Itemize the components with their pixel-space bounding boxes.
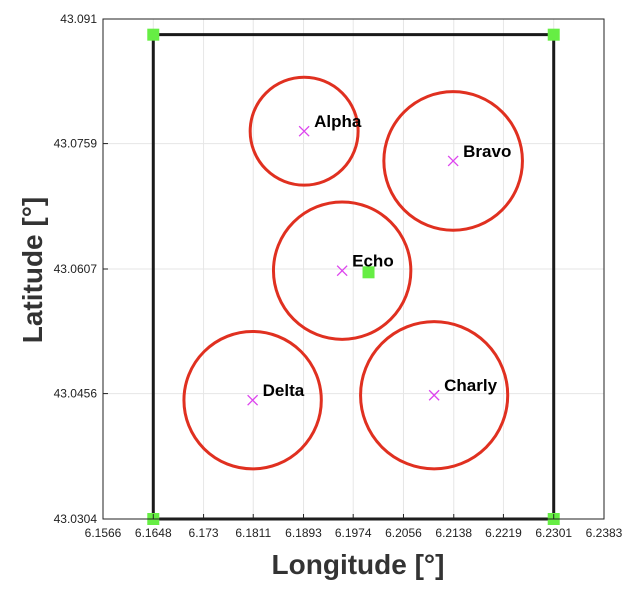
label-alpha: Alpha [314, 112, 362, 131]
green-square-marker [547, 28, 560, 41]
circle-echo [271, 200, 413, 341]
x-tick-label: 6.173 [189, 526, 219, 540]
x-tick-label: 6.2056 [385, 526, 422, 540]
x-tick-label: 6.2138 [435, 526, 472, 540]
point-markers [247, 125, 459, 406]
y-tick-label: 43.0456 [54, 387, 98, 401]
y-axis-title: Latitude [°] [17, 197, 48, 344]
circle-charly [359, 320, 510, 471]
marker-alpha [298, 125, 310, 137]
y-tick-label: 43.0759 [54, 137, 98, 151]
x-tick-label: 6.1811 [235, 526, 271, 540]
y-tick-label: 43.091 [60, 12, 97, 26]
marker-bravo [447, 155, 459, 167]
x-tick-label: 6.2301 [535, 526, 572, 540]
x-tick-label: 6.2383 [586, 526, 623, 540]
x-tick-label: 6.1974 [335, 526, 372, 540]
circle-bravo [382, 90, 524, 232]
y-tick-label: 43.0304 [54, 512, 98, 526]
label-delta: Delta [263, 381, 305, 400]
x-tick-label: 6.1648 [135, 526, 172, 540]
x-axis-title: Longitude [°] [272, 549, 445, 580]
x-tick-label: 6.1566 [85, 526, 122, 540]
green-square-marker [362, 266, 375, 279]
label-charly: Charly [444, 376, 497, 395]
axis-ticks: 6.1566 6.1648 6.173 6.1811 6.1893 6.1974 6.205… [54, 12, 623, 540]
green-square-marker [147, 28, 160, 41]
circle-delta [182, 330, 323, 471]
label-bravo: Bravo [463, 142, 511, 161]
marker-delta [247, 394, 259, 406]
x-tick-label: 6.2219 [485, 526, 522, 540]
point-labels: Alpha Bravo Echo Delta Charly [263, 112, 512, 400]
circle-alpha [248, 75, 360, 187]
y-tick-label: 43.0607 [54, 262, 98, 276]
x-tick-label: 6.1893 [285, 526, 322, 540]
marker-echo [336, 265, 348, 277]
marker-charly [428, 389, 440, 401]
range-circles [182, 75, 524, 471]
label-echo: Echo [352, 252, 394, 271]
